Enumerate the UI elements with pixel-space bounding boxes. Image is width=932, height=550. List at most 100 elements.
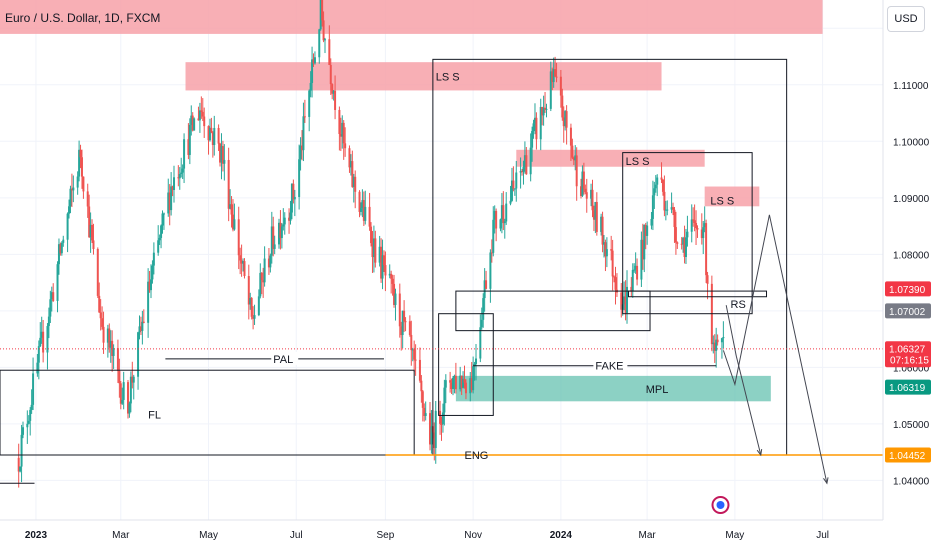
candle-body [643, 224, 646, 260]
candle [595, 192, 598, 236]
annotation-frame [622, 152, 753, 315]
candle-body [581, 171, 584, 196]
candle [187, 123, 190, 160]
candle-body [362, 200, 365, 221]
candle-body [267, 258, 270, 268]
candle-body [450, 382, 453, 389]
demand-zone [455, 375, 771, 402]
candle-body [131, 376, 134, 383]
candle-body [200, 110, 203, 112]
candle [585, 178, 588, 213]
candle [551, 67, 554, 91]
candle [469, 372, 472, 402]
candle [611, 239, 614, 291]
candle [60, 241, 63, 256]
candle [428, 402, 431, 451]
candle [400, 321, 403, 351]
candle-body [400, 326, 403, 336]
candle [603, 235, 606, 258]
candle-body [521, 171, 524, 173]
candle-body [270, 226, 273, 256]
candle-body [19, 466, 22, 472]
candle-body [630, 286, 633, 292]
candle-body [574, 155, 577, 161]
candle [653, 181, 656, 209]
candle [656, 174, 659, 197]
candle-body [408, 321, 411, 335]
candle [118, 358, 121, 398]
candle [207, 125, 210, 155]
candle [89, 212, 92, 253]
candle [170, 172, 173, 216]
candle-body [565, 111, 568, 128]
candle [341, 115, 344, 149]
candle-body [401, 310, 404, 336]
candle [571, 138, 574, 160]
supply-zone [704, 186, 760, 207]
candle-body [664, 209, 667, 211]
candle-body [76, 176, 79, 188]
candle [168, 184, 171, 226]
candle [17, 443, 20, 488]
candle-body [318, 29, 321, 58]
candle [342, 120, 345, 160]
candle-body [371, 243, 374, 258]
candle [139, 316, 142, 335]
candle [452, 375, 455, 396]
candle [579, 178, 582, 199]
candle [706, 271, 709, 300]
candle-body [292, 183, 295, 200]
currency-button[interactable]: USD [887, 6, 925, 32]
candle [565, 105, 568, 145]
candle [651, 180, 654, 231]
price-tick-label: 1.08000 [893, 250, 930, 261]
candle-body [544, 107, 547, 110]
candle-body [99, 312, 102, 319]
candle-body [29, 409, 32, 421]
candle-body [368, 206, 371, 227]
candle [574, 145, 577, 171]
candle [549, 61, 552, 112]
candle-body [459, 375, 462, 390]
candle [152, 242, 155, 275]
candle [592, 205, 595, 232]
candle [142, 309, 145, 324]
candle [260, 271, 263, 295]
candle-body [485, 280, 488, 289]
candle [420, 375, 423, 403]
candle-body [243, 261, 246, 277]
candle [433, 422, 436, 461]
candle [188, 118, 191, 165]
candle [98, 282, 101, 313]
candle [430, 410, 433, 454]
candle [290, 183, 293, 220]
candle-body [150, 279, 153, 291]
candle [411, 347, 414, 362]
candle-body [17, 457, 20, 472]
candle [273, 235, 276, 255]
time-tick-label: May [199, 530, 218, 541]
candle [370, 222, 373, 247]
candle-body [240, 260, 243, 264]
candle [674, 211, 677, 255]
candle [26, 410, 29, 444]
candle [37, 340, 40, 380]
candle-body [121, 399, 124, 404]
candle-body [626, 286, 629, 313]
candle-body [242, 261, 245, 264]
candle [227, 147, 230, 222]
candle [180, 157, 183, 178]
candle [485, 270, 488, 290]
candle-body [70, 188, 73, 191]
candle-body [453, 375, 456, 378]
candle [604, 239, 607, 272]
candle-body [191, 115, 194, 131]
candle-body [418, 359, 421, 381]
candle [361, 189, 364, 218]
candle [513, 188, 516, 196]
candle-body [561, 95, 564, 118]
candle-body [390, 273, 393, 279]
candle-body [605, 249, 608, 257]
